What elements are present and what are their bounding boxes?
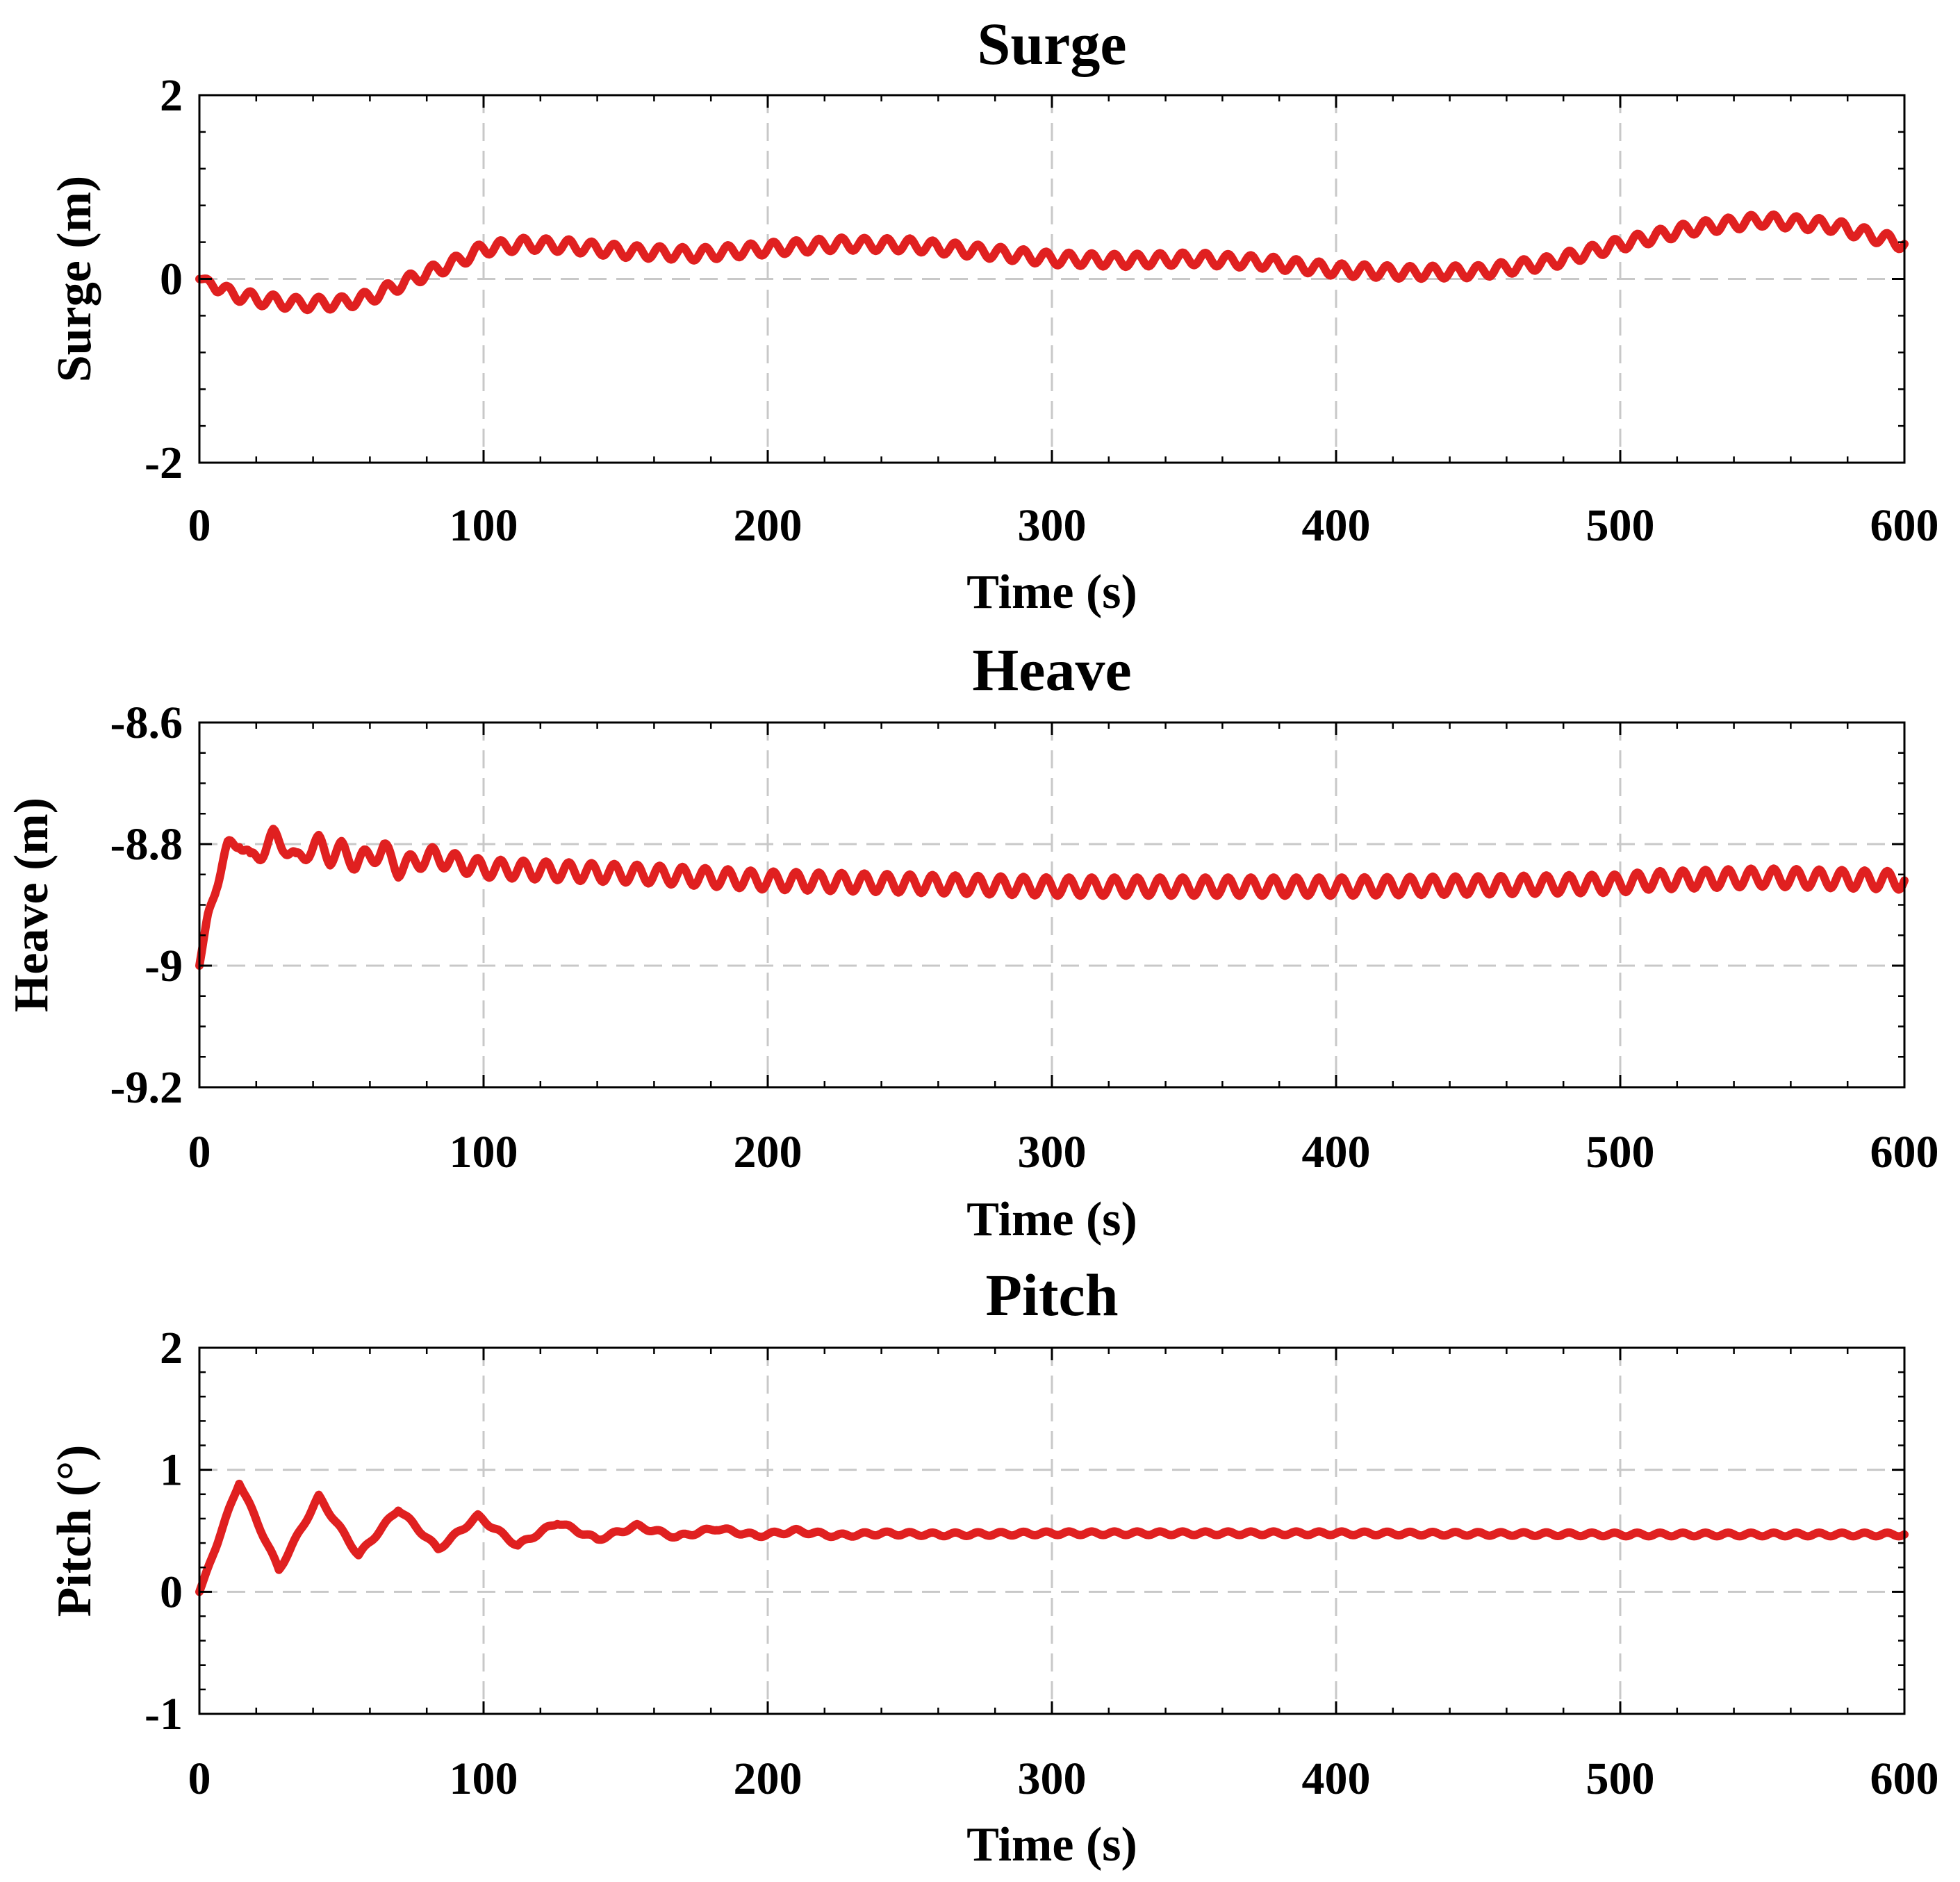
surge-x-tick-label: 200 [734,500,802,551]
surge-y-tick-label: 2 [160,70,183,121]
heave-y-tick-label: -9.2 [110,1062,183,1113]
pitch-x-tick-label: 0 [188,1753,211,1804]
heave-y-axis-label: Heave (m) [5,798,58,1012]
surge-chart-title: Surge [978,10,1127,77]
pitch-y-tick-label: 0 [160,1567,183,1617]
heave-y-tick-label: -8.6 [110,698,183,748]
heave-y-tick-label: -9 [145,941,183,991]
pitch-y-tick-label: 1 [160,1445,183,1496]
heave-x-tick-label: 0 [188,1127,211,1178]
surge-x-tick-label: 0 [188,500,211,551]
pitch-x-tick-label: 200 [734,1753,802,1804]
pitch-x-tick-label: 100 [450,1753,518,1804]
pitch-x-tick-label: 600 [1870,1753,1939,1804]
surge-x-tick-label: 100 [450,500,518,551]
pitch-series-line [195,1479,1909,1596]
pitch-y-axis-label: Pitch (°) [48,1445,101,1617]
surge-x-tick-label: 400 [1302,500,1371,551]
surge-x-tick-label: 500 [1586,500,1655,551]
surge-x-tick-label: 600 [1870,500,1939,551]
heave-x-tick-label: 200 [734,1127,802,1178]
pitch-chart-title: Pitch [985,1262,1118,1328]
surge-y-tick-label: -2 [145,438,183,488]
surge-series-line [195,210,1909,315]
heave-x-tick-label: 100 [450,1127,518,1178]
heave-chart-title: Heave [972,636,1131,703]
heave-x-tick-label: 500 [1586,1127,1655,1178]
heave-y-tick-label: -8.8 [110,819,183,870]
surge-x-axis-label: Time (s) [966,566,1137,619]
heave-x-tick-label: 300 [1018,1127,1087,1178]
pitch-y-tick-label: 2 [160,1323,183,1373]
pitch-x-tick-label: 300 [1018,1753,1087,1804]
heave-x-tick-label: 400 [1302,1127,1371,1178]
pitch-y-tick-label: -1 [145,1689,183,1740]
heave-series-line [195,825,1909,970]
surge-x-tick-label: 300 [1018,500,1087,551]
pitch-x-tick-label: 500 [1586,1753,1655,1804]
heave-chart-panel: Heave 0 100 200 300 400 500 600 -9.2 -9 -8.8 -8.6 Ti… [5,636,1939,1246]
heave-x-tick-label: 600 [1870,1127,1939,1178]
heave-x-axis-label: Time (s) [966,1193,1137,1246]
surge-y-axis-label: Surge (m) [48,176,101,382]
pitch-x-axis-label: Time (s) [966,1818,1137,1872]
surge-y-tick-label: 0 [160,254,183,305]
pitch-x-tick-label: 400 [1302,1753,1371,1804]
